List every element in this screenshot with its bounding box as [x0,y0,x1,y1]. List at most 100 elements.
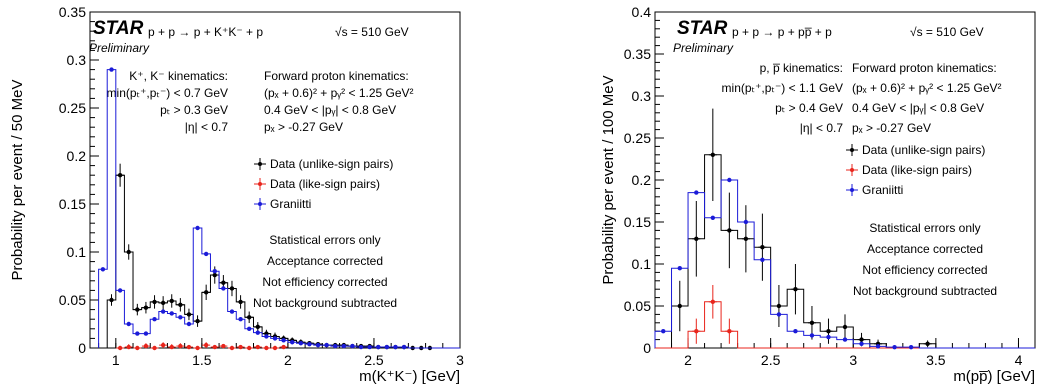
data-point [760,245,765,250]
data-point [809,320,815,325]
data-point [255,344,260,350]
data-point [246,326,252,331]
data-point [264,345,269,351]
y-axis-label: Probability per event / 100 MeV [600,75,617,284]
y-tick-label: 0.15 [59,196,86,212]
data-point [694,236,699,241]
data-point [117,288,123,293]
data-point [298,341,304,346]
y-tick-label: 0.25 [59,100,86,116]
kinematics-right: pₓ > -0.27 GeV [264,120,343,134]
panel-left: 0 0.05 0.1 0.15 0.2 0.25 0.3 0.35 1 1.5 2 2.5 3 Proba… [9,4,464,385]
kinematics-right: 0.4 GeV < |pᵧ| < 0.8 GeV [852,101,984,115]
note-label: Not background subtracted [853,284,997,298]
data-point [710,152,716,157]
kinematics-right: (pₓ + 0.6)² + pᵧ² < 1.25 GeV² [852,81,1002,95]
x-tick-label: 1.5 [192,352,212,368]
y-tick-label: 0.2 [632,172,652,188]
data-point [229,309,235,314]
data-point [212,344,217,350]
energy-label: √s = 510 GeV [910,25,984,39]
note-label: Not background subtracted [253,296,397,310]
data-point [221,280,226,285]
reaction-label: p + p → p + K⁺K⁻ + p [148,25,263,39]
data-point [743,236,749,241]
kinematics-left: min(pₜ⁺,pₜ⁻) < 0.7 GeV [107,86,228,100]
legend-marker-dot [850,168,854,172]
x-tick-label: 2.5 [364,352,384,368]
data-point [152,345,157,351]
note-label: Acceptance corrected [267,254,383,268]
data-point [264,334,269,339]
legend-label: Graniitti [270,197,311,211]
x-tick-label: 4 [1015,352,1023,368]
y-tick-label: 0.3 [67,52,87,68]
data-point [694,190,699,195]
data-point [859,337,864,342]
data-point [875,344,881,349]
data-point [307,341,312,347]
data-point [384,344,390,350]
y-tick-label: 0 [643,340,651,356]
data-point [212,272,217,278]
data-point [195,225,200,231]
x-tick-label: 2.5 [761,352,781,368]
data-point [859,341,864,346]
data-point [826,334,831,340]
kinematics-right: (pₓ + 0.6)² + pᵧ² < 1.25 GeV² [264,86,414,100]
star-logo-text: STAR [677,18,728,39]
data-point [710,299,716,304]
kinematics-right: Forward proton kinematics: [852,61,997,75]
data-point [809,333,815,338]
reaction-label: p + p → p + pp̅ + p [732,25,832,39]
data-point [221,343,226,349]
legend-marker-dot [850,148,854,152]
y-tick-label: 0.05 [59,292,86,308]
y-tick-label: 0.4 [632,4,652,20]
data-point [793,287,798,292]
data-point [178,343,183,349]
data-point [710,215,716,220]
kinematics-left: |η| < 0.7 [185,120,229,134]
y-tick-label: 0 [78,340,86,356]
series-step-data-unlike-sign-pairs- [98,174,460,349]
legend-marker-dot [258,162,262,166]
data-point [341,343,347,349]
data-point [677,266,682,271]
data-point [694,329,699,334]
data-point [246,315,252,320]
data-point [367,344,372,350]
data-point [255,324,260,330]
data-point [186,321,192,327]
note-label: Not efficiency corrected [262,275,387,289]
data-point [160,300,166,306]
x-tick-label: 2 [284,352,292,368]
data-point [126,249,131,255]
data-point [186,344,192,350]
data-point [350,343,355,349]
kinematics-right: pₓ > -0.27 GeV [852,121,931,135]
x-tick-label: 1 [112,352,120,368]
y-tick-label: 0.35 [624,46,651,62]
legend-label: Data (unlike-sign pairs) [862,143,985,157]
data-point [203,290,209,295]
data-point [152,299,157,305]
data-point [842,324,848,330]
data-point [109,297,114,303]
data-point [776,312,782,317]
data-point [221,286,226,291]
legend-label: Data (like-sign pairs) [862,163,972,177]
data-point [160,309,166,314]
data-point [178,302,183,307]
x-tick-label: 3 [849,352,857,368]
y-tick-label: 0.35 [59,4,86,20]
data-point [776,303,782,309]
energy-label: √s = 510 GeV [335,25,409,39]
data-point [186,312,192,317]
data-point [246,345,252,351]
kinematics-left: p, p̅ kinematics: [760,61,843,75]
y-tick-label: 0.2 [67,148,87,164]
star-logo-text: STAR [93,18,144,39]
data-point [727,177,732,183]
y-axis-label: Probability per event / 50 MeV [9,80,26,281]
